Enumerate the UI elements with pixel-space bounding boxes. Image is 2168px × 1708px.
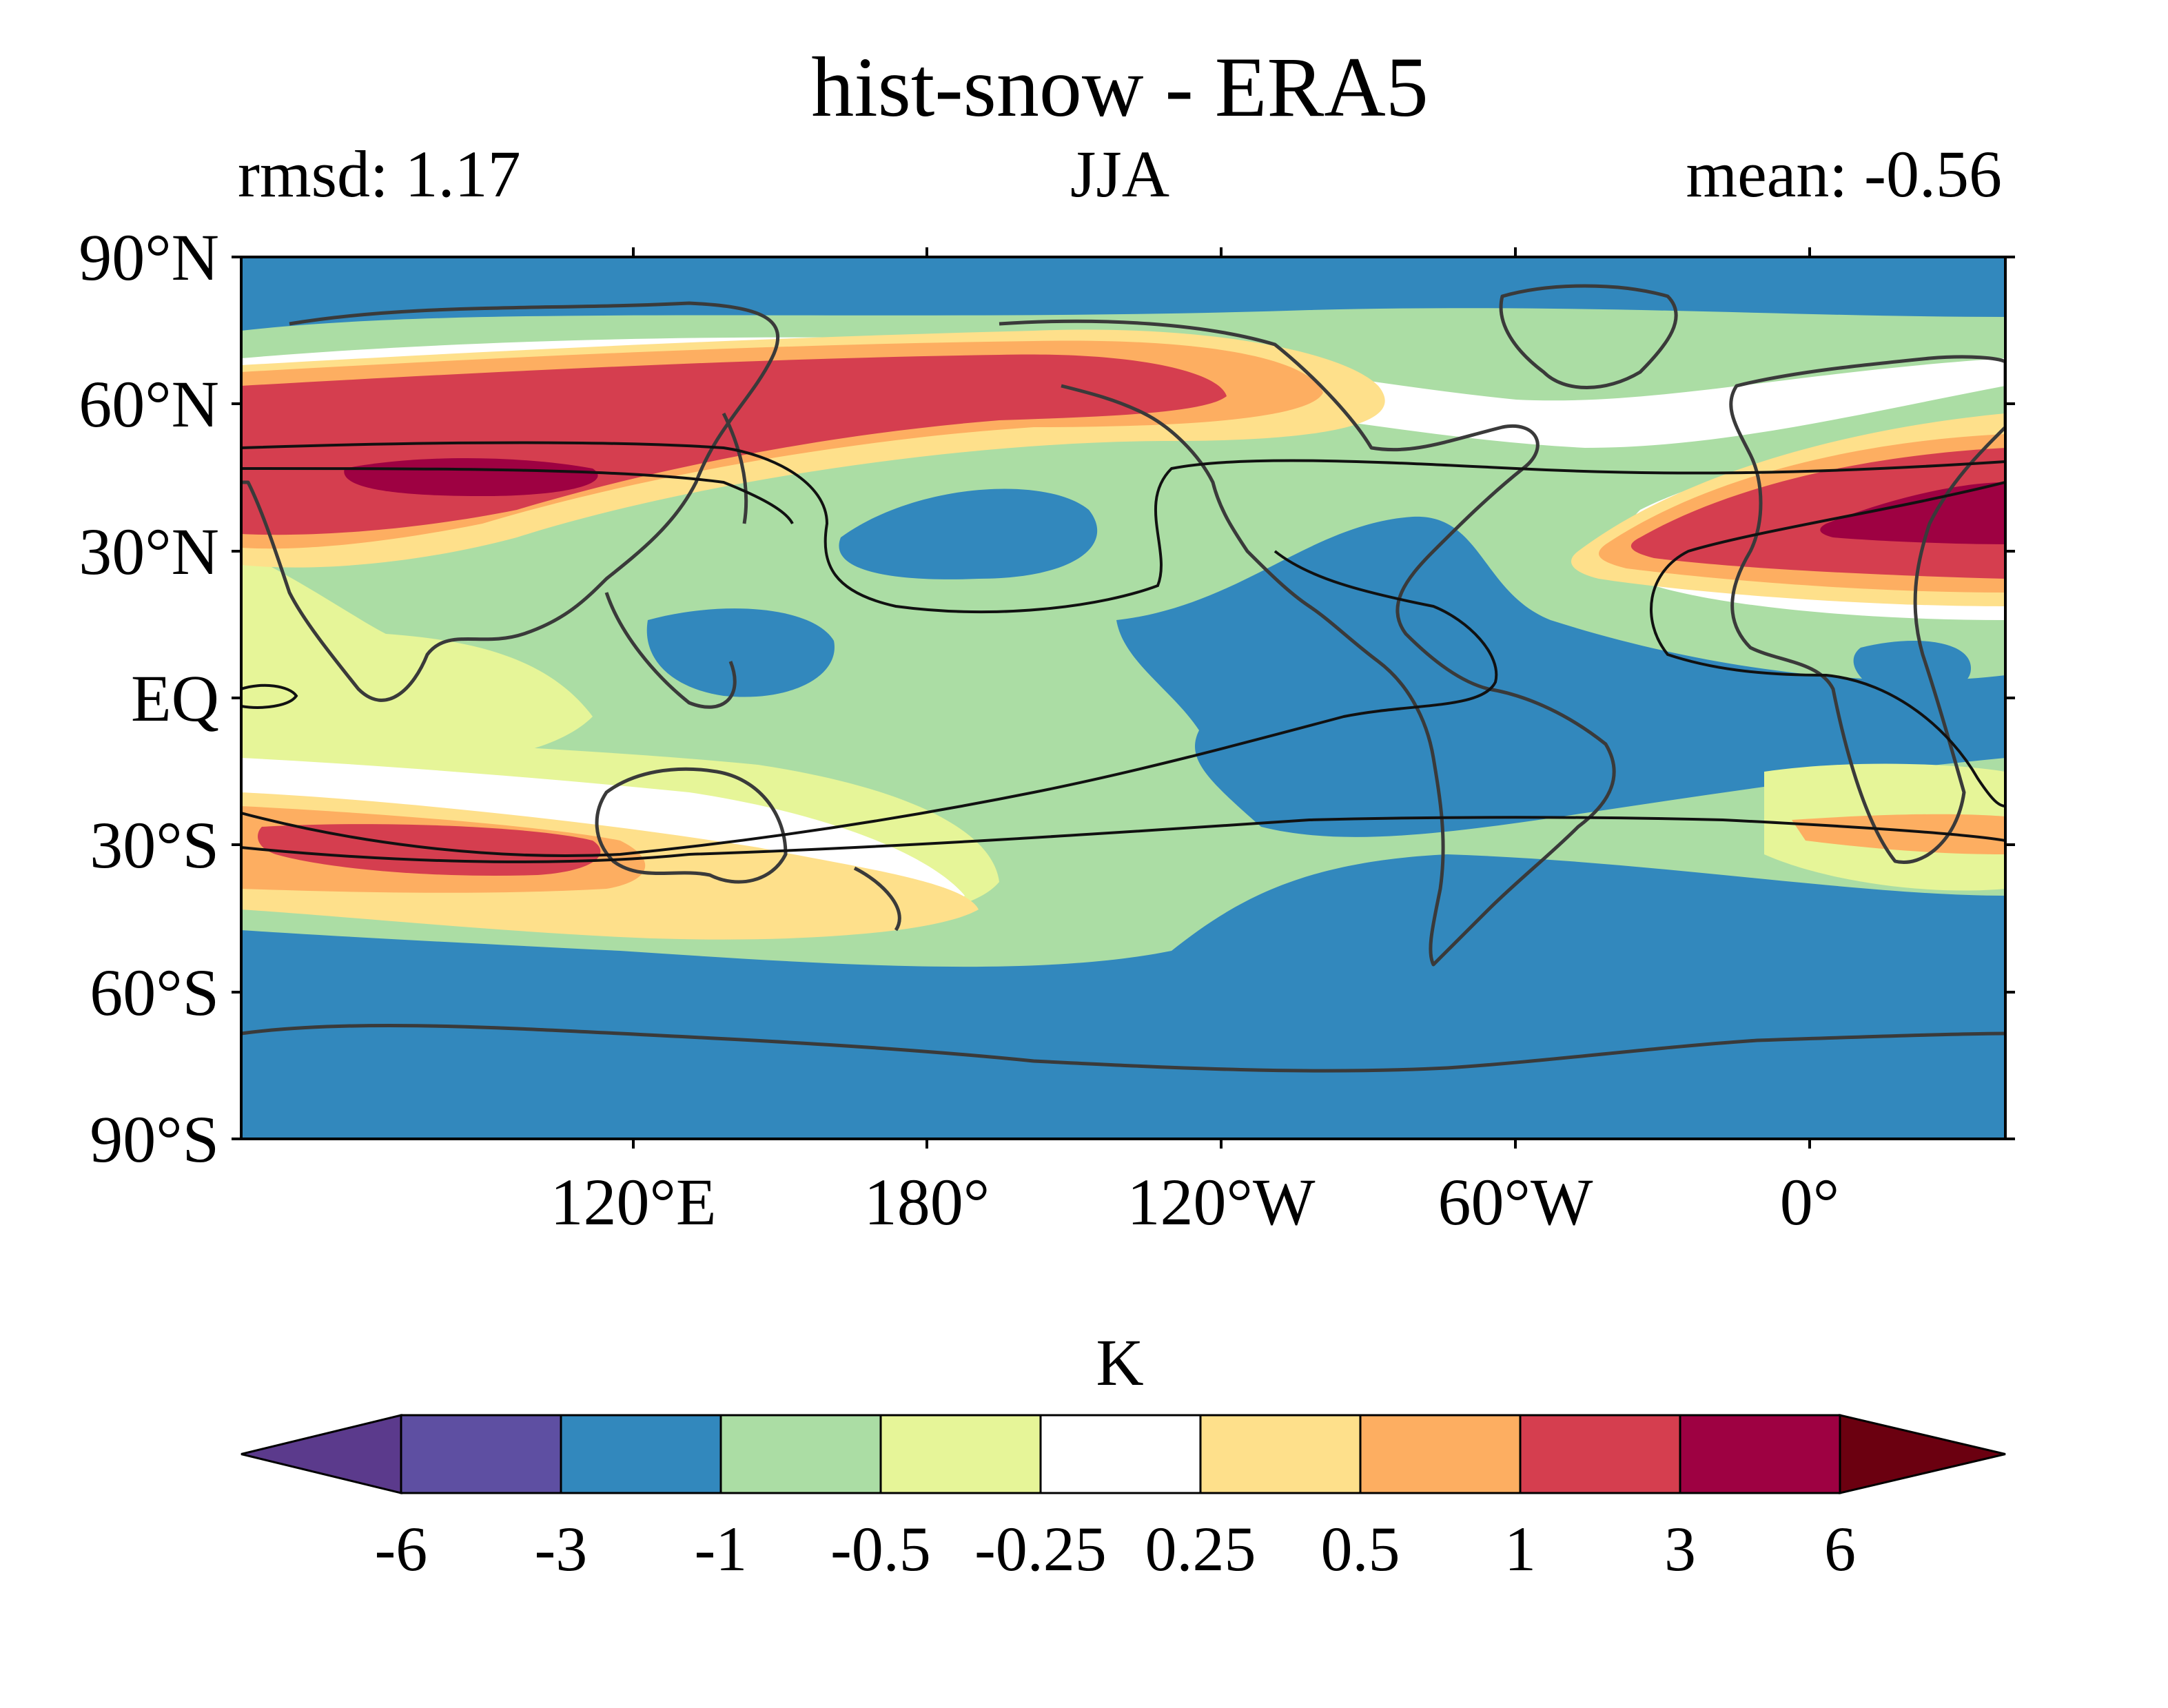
lon-axis xyxy=(632,247,1811,1149)
map-panel xyxy=(241,257,2005,1139)
colorbar-tick-label: 3 xyxy=(1664,1514,1696,1584)
colorbar-tick-label: -0.25 xyxy=(974,1514,1107,1584)
mean-label: mean: -0.56 xyxy=(1686,137,2002,211)
colorbar-segment xyxy=(560,1414,722,1494)
colorbar-tick-label: -0.5 xyxy=(830,1514,931,1584)
anomaly-region-strong-neg xyxy=(646,608,835,697)
lat-label-30n: 30°N xyxy=(79,515,219,588)
colorbar-label: K xyxy=(1096,1326,1143,1399)
lon-labels: 120°E 180° 120°W 60°W 0° xyxy=(550,1165,1839,1239)
lon-label-180: 180° xyxy=(864,1165,990,1239)
colorbar-tick-label: 0.25 xyxy=(1145,1514,1256,1584)
colorbar xyxy=(241,1414,2006,1494)
coastlines xyxy=(241,284,2005,1073)
lat-label-eq: EQ xyxy=(131,661,219,735)
anomaly-region-strong-pos xyxy=(1630,448,2005,579)
anomaly-region-weak-neg xyxy=(241,551,593,763)
colorbar-segment xyxy=(1519,1414,1681,1494)
colorbar-tick-label: -6 xyxy=(375,1514,428,1584)
lon-label-0: 0° xyxy=(1780,1165,1839,1239)
anomaly-region-strong-neg xyxy=(1853,641,1971,693)
lon-label-60w: 60°W xyxy=(1438,1165,1593,1239)
anomaly-region-strong-neg xyxy=(839,488,1098,579)
anomaly-region-strong-neg xyxy=(1116,516,2005,837)
colorbar-extend-high xyxy=(1839,1414,2006,1494)
anomaly-region-very-strong-pos xyxy=(344,458,598,496)
contour-lines xyxy=(241,441,2005,863)
lat-labels: 90°N 60°N 30°N EQ 30°S 60°S 90°S xyxy=(79,220,219,1176)
colorbar-tick-label: 0.5 xyxy=(1321,1514,1400,1584)
colorbar-segment xyxy=(1679,1414,1841,1494)
colorbar-tick-label: 1 xyxy=(1504,1514,1536,1584)
lat-axis xyxy=(232,256,2015,1140)
colorbar-segment xyxy=(879,1414,1042,1494)
anomaly-region-pos xyxy=(1792,814,2005,854)
lat-label-30s: 30°S xyxy=(90,808,219,882)
colorbar-segment xyxy=(1359,1414,1522,1494)
lat-label-60s: 60°S xyxy=(90,956,219,1029)
lat-label-60n: 60°N xyxy=(79,367,219,441)
colorbar-extend-low xyxy=(241,1414,402,1494)
chart-title: hist-snow - ERA5 xyxy=(811,40,1429,134)
lon-label-120e: 120°E xyxy=(550,1165,716,1239)
anomaly-region-very-strong-pos xyxy=(1820,482,2005,544)
lat-label-90s: 90°S xyxy=(90,1102,219,1176)
colorbar-segment xyxy=(400,1414,562,1494)
season-label: JJA xyxy=(1070,137,1169,211)
colorbar-tick-label: -3 xyxy=(535,1514,588,1584)
colorbar-tick-label: -1 xyxy=(695,1514,748,1584)
colorbar-tick-label: 6 xyxy=(1824,1514,1856,1584)
colorbar-segment xyxy=(1039,1414,1202,1494)
colorbar-segment xyxy=(1199,1414,1362,1494)
colorbar-segment xyxy=(719,1414,882,1494)
lon-label-120w: 120°W xyxy=(1127,1165,1316,1239)
colorbar-tick-labels: -6 -3 -1 -0.5 -0.25 0.25 0.5 1 3 6 xyxy=(375,1514,1856,1584)
lat-label-90n: 90°N xyxy=(79,220,219,294)
rmsd-label: rmsd: 1.17 xyxy=(238,137,521,211)
